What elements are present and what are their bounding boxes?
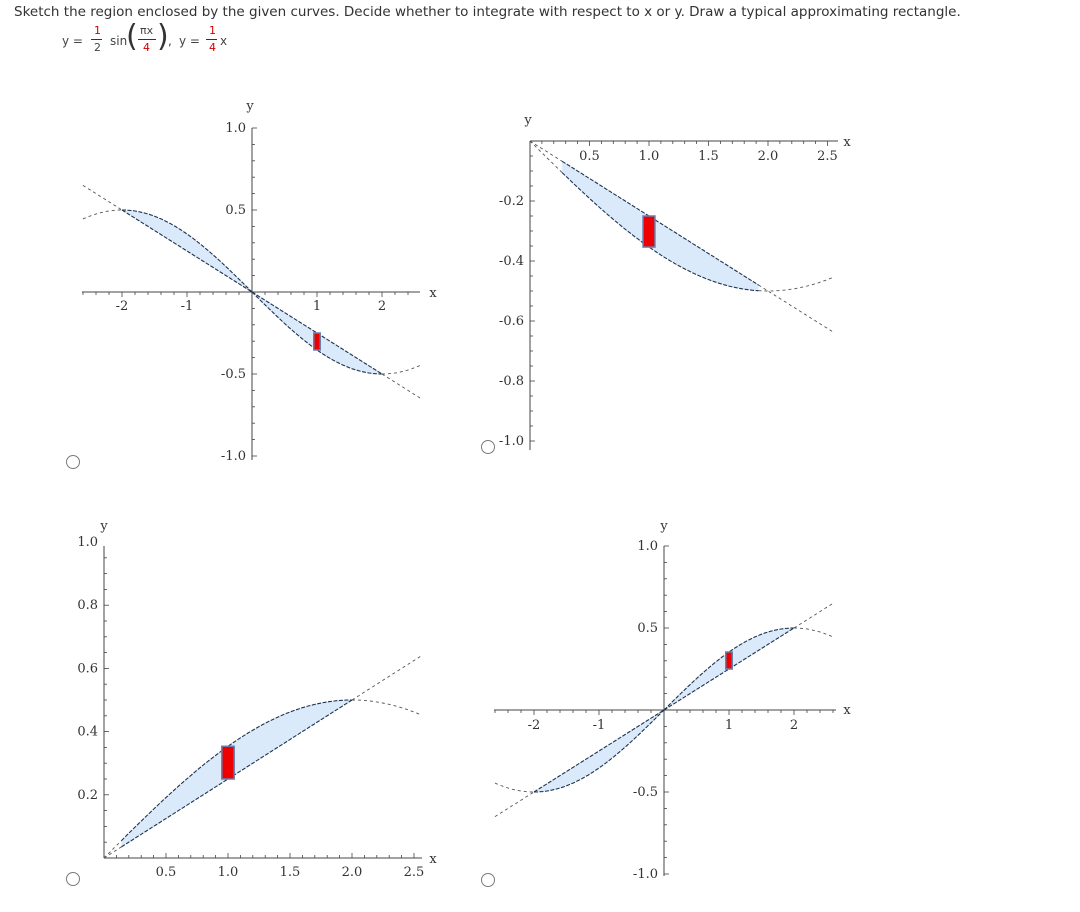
x-tick-label: 2.0 bbox=[342, 865, 363, 880]
approximating-rectangle bbox=[221, 745, 235, 780]
x-tick-label: 0.5 bbox=[579, 149, 600, 164]
y-tick-label: -0.2 bbox=[499, 194, 524, 209]
curve-extension bbox=[794, 627, 834, 638]
y-tick-label: -1.0 bbox=[633, 867, 658, 882]
x-tick-label: 2.0 bbox=[758, 149, 779, 164]
x-tick-label: 1.0 bbox=[218, 865, 239, 880]
eq-sep: , bbox=[168, 34, 172, 48]
eq-arg-num: πx bbox=[140, 24, 154, 37]
radio-option-b[interactable] bbox=[481, 440, 495, 454]
y-tick-label: 1.0 bbox=[637, 539, 658, 554]
curve-extension bbox=[351, 656, 421, 701]
x-tick-label: -1 bbox=[181, 299, 194, 314]
sine-curve bbox=[251, 291, 382, 375]
eq-sin: sin bbox=[110, 34, 128, 48]
line-curve bbox=[121, 209, 253, 293]
radio-option-c[interactable] bbox=[66, 872, 80, 886]
x-tick-label: -1 bbox=[593, 718, 606, 733]
eq-y2-den: 4 bbox=[209, 41, 216, 54]
x-axis-label: x bbox=[843, 135, 851, 150]
approximating-rectangle bbox=[313, 332, 321, 351]
y-axis-label: y bbox=[99, 519, 108, 534]
sine-curve bbox=[122, 209, 253, 293]
x-axis-label: x bbox=[429, 286, 437, 301]
enclosed-region bbox=[121, 700, 353, 847]
enclosed-region bbox=[562, 161, 759, 291]
y-tick-label: 1.0 bbox=[225, 121, 246, 136]
radio-option-a[interactable] bbox=[66, 455, 80, 469]
curve-extension bbox=[103, 840, 122, 859]
x-tick-label: 0.5 bbox=[156, 865, 177, 880]
eq-y1-lhs: y = bbox=[62, 34, 83, 48]
question-text: Sketch the region enclosed by the given … bbox=[14, 4, 961, 20]
eq-y1-den: 2 bbox=[94, 41, 101, 54]
curve-extension bbox=[529, 140, 563, 173]
line-curve bbox=[251, 291, 383, 375]
curve-extension bbox=[494, 782, 534, 793]
line-curve bbox=[533, 709, 665, 793]
curve-extension bbox=[529, 140, 563, 162]
x-tick-label: 2.5 bbox=[817, 149, 838, 164]
sine-curve bbox=[534, 709, 665, 793]
y-tick-label: -0.8 bbox=[499, 374, 524, 389]
y-axis-label: y bbox=[523, 113, 532, 128]
curve-extension bbox=[382, 364, 422, 375]
y-tick-label: 0.6 bbox=[77, 661, 98, 676]
x-tick-label: -2 bbox=[528, 718, 541, 733]
x-tick-label: 2 bbox=[378, 299, 386, 314]
x-tick-label: 2.5 bbox=[404, 865, 425, 880]
x-axis-label: x bbox=[843, 703, 851, 718]
y-tick-label: -1.0 bbox=[499, 434, 524, 449]
radio-option-d[interactable] bbox=[481, 873, 495, 887]
approximating-rectangle bbox=[642, 215, 656, 248]
y-tick-label: 0.4 bbox=[77, 725, 98, 740]
curve-extension bbox=[758, 284, 834, 333]
x-tick-label: 1 bbox=[313, 299, 321, 314]
y-tick-label: -0.5 bbox=[221, 367, 246, 382]
y-axis-label: y bbox=[245, 99, 254, 114]
approximating-rectangle bbox=[725, 651, 733, 670]
y-tick-label: -0.6 bbox=[499, 314, 524, 329]
y-tick-label: 1.0 bbox=[77, 535, 98, 550]
sine-curve bbox=[121, 699, 352, 842]
line-curve bbox=[663, 627, 795, 711]
line-curve bbox=[121, 699, 353, 848]
x-tick-label: 1.5 bbox=[698, 149, 719, 164]
eq-y2-var: x bbox=[220, 34, 228, 48]
y-tick-label: 0.2 bbox=[77, 788, 98, 803]
curve-extension bbox=[758, 276, 834, 292]
x-tick-label: 2 bbox=[790, 718, 798, 733]
x-tick-label: 1 bbox=[725, 718, 733, 733]
y-tick-label: -0.4 bbox=[499, 254, 524, 269]
sine-curve bbox=[663, 627, 794, 711]
eq-y2-lhs: y = bbox=[179, 34, 200, 48]
curve-extension bbox=[494, 791, 535, 817]
curve-extension bbox=[381, 373, 422, 399]
line-curve bbox=[561, 160, 759, 286]
x-tick-label: 1.0 bbox=[639, 149, 660, 164]
x-tick-label: -2 bbox=[116, 299, 129, 314]
x-axis-label: x bbox=[429, 852, 437, 867]
eq-y1-num: 1 bbox=[94, 24, 101, 37]
y-tick-label: -1.0 bbox=[221, 449, 246, 464]
curve-extension bbox=[82, 209, 122, 220]
curve-extension bbox=[793, 603, 834, 629]
eq-arg-den: 4 bbox=[143, 41, 150, 54]
y-tick-label: 0.8 bbox=[77, 598, 98, 613]
sine-curve bbox=[561, 172, 759, 292]
y-tick-label: 0.5 bbox=[637, 621, 658, 636]
y-tick-label: -0.5 bbox=[633, 785, 658, 800]
curve-extension bbox=[82, 185, 123, 211]
y-axis-label: y bbox=[659, 519, 668, 534]
x-tick-label: 1.5 bbox=[280, 865, 301, 880]
eq-y2-num: 1 bbox=[209, 24, 216, 37]
y-tick-label: 0.5 bbox=[225, 203, 246, 218]
